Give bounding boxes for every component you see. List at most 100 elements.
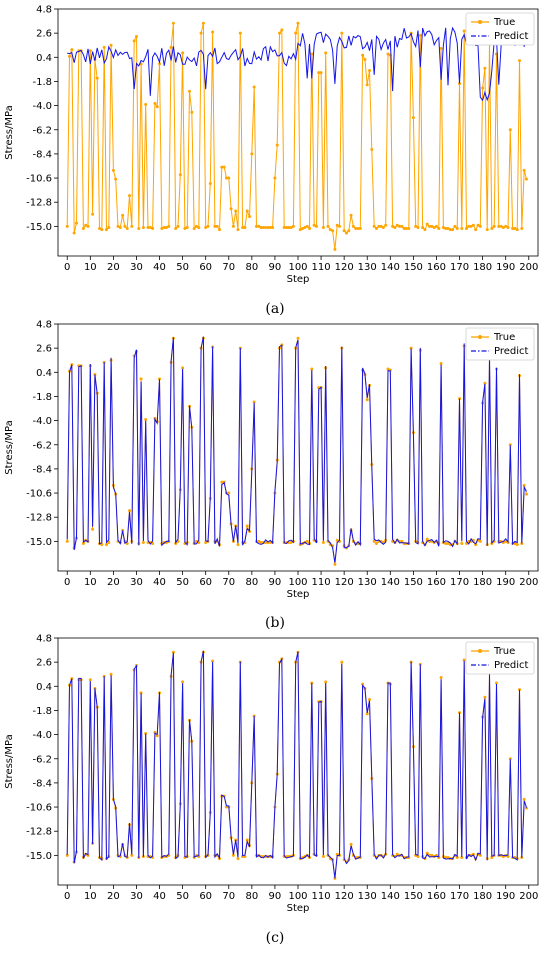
true-point (377, 224, 381, 228)
y-tick-label: -12.8 (26, 198, 52, 209)
x-tick-label: 0 (64, 262, 70, 273)
true-point (331, 229, 335, 233)
x-tick-label: 130 (358, 577, 377, 588)
legend: True Predict (465, 641, 535, 675)
x-tick-label: 160 (427, 891, 446, 902)
true-point (485, 228, 489, 232)
true-point (211, 659, 215, 663)
true-point (407, 227, 411, 231)
x-tick-label: 30 (130, 577, 143, 588)
true-point (158, 377, 162, 381)
true-point (432, 225, 436, 229)
true-point (354, 227, 358, 231)
true-point (201, 21, 205, 25)
true-point (308, 227, 312, 231)
true-point (444, 542, 448, 546)
legend-box (465, 327, 535, 361)
true-point (508, 128, 512, 132)
true-point (289, 540, 293, 544)
true-point (437, 227, 441, 231)
true-point (128, 509, 132, 513)
x-tick-label: 150 (404, 262, 423, 273)
true-point (301, 227, 305, 231)
legend-box (465, 641, 535, 675)
true-point (361, 53, 365, 57)
true-point (245, 209, 249, 213)
true-point (497, 224, 501, 228)
true-point (520, 227, 524, 231)
true-point (524, 492, 528, 496)
true-point (213, 224, 217, 228)
true-point (164, 225, 168, 229)
x-axis-label: Step (287, 903, 310, 914)
true-point (462, 658, 466, 662)
true-point (328, 228, 332, 232)
x-tick-label: 160 (427, 577, 446, 588)
chart-panel-c: 4.8 2.6 0.4 -1.8 -4.0 -6.2 -8.4 -10.6 -12.8 -15.0… (4, 634, 539, 946)
true-point (123, 224, 127, 228)
true-point (111, 168, 115, 172)
true-point (100, 543, 104, 547)
true-point (174, 542, 178, 546)
true-point (70, 48, 74, 52)
x-tick-label: 100 (288, 262, 307, 273)
true-point (224, 805, 228, 809)
true-point (370, 148, 374, 152)
true-point (227, 176, 231, 180)
true-point (340, 31, 344, 35)
true-point (335, 538, 339, 542)
true-point (317, 71, 321, 75)
y-tick-label: -8.4 (32, 778, 52, 789)
true-point (204, 225, 208, 229)
true-point (206, 224, 210, 228)
true-point (368, 697, 372, 701)
x-tick-label: 80 (245, 891, 258, 902)
true-point (245, 524, 249, 528)
true-point (125, 227, 129, 231)
true-point (104, 228, 108, 232)
y-tick-label: -4.0 (32, 416, 52, 427)
true-point (379, 224, 383, 228)
series-predict-line (67, 26, 527, 102)
true-point (469, 224, 473, 228)
true-point (169, 45, 173, 49)
x-tick-label: 140 (381, 891, 400, 902)
true-point (333, 876, 337, 880)
true-point (181, 51, 185, 55)
legend: True Predict (465, 12, 535, 46)
true-point (351, 224, 355, 228)
true-point (220, 480, 224, 484)
true-point (478, 853, 482, 857)
true-point (319, 71, 323, 75)
legend: True Predict (465, 327, 535, 361)
true-point (296, 336, 300, 340)
x-tick-label: 0 (64, 891, 70, 902)
true-point (321, 854, 325, 858)
x-tick-label: 100 (288, 577, 307, 588)
true-point (305, 224, 309, 228)
true-point (280, 28, 284, 32)
true-point (130, 224, 134, 228)
true-point (236, 543, 240, 547)
true-point (474, 228, 478, 232)
true-point (430, 224, 434, 228)
x-tick-label: 180 (473, 577, 492, 588)
x-tick-label: 120 (335, 577, 354, 588)
y-tick-label: -10.6 (26, 174, 52, 185)
true-point (118, 225, 122, 229)
y-tick-label: -15.0 (26, 851, 52, 862)
true-point (511, 227, 515, 231)
true-point (128, 194, 132, 198)
true-point (134, 34, 138, 38)
legend-true-marker (478, 649, 482, 653)
true-point (310, 52, 314, 56)
true-point (455, 856, 459, 860)
true-point (471, 223, 475, 227)
true-point (439, 362, 443, 366)
true-point (81, 542, 85, 546)
true-point (342, 229, 346, 233)
true-point (374, 227, 378, 231)
true-point (248, 214, 252, 218)
x-tick-label: 60 (199, 262, 212, 273)
true-point (321, 225, 325, 229)
